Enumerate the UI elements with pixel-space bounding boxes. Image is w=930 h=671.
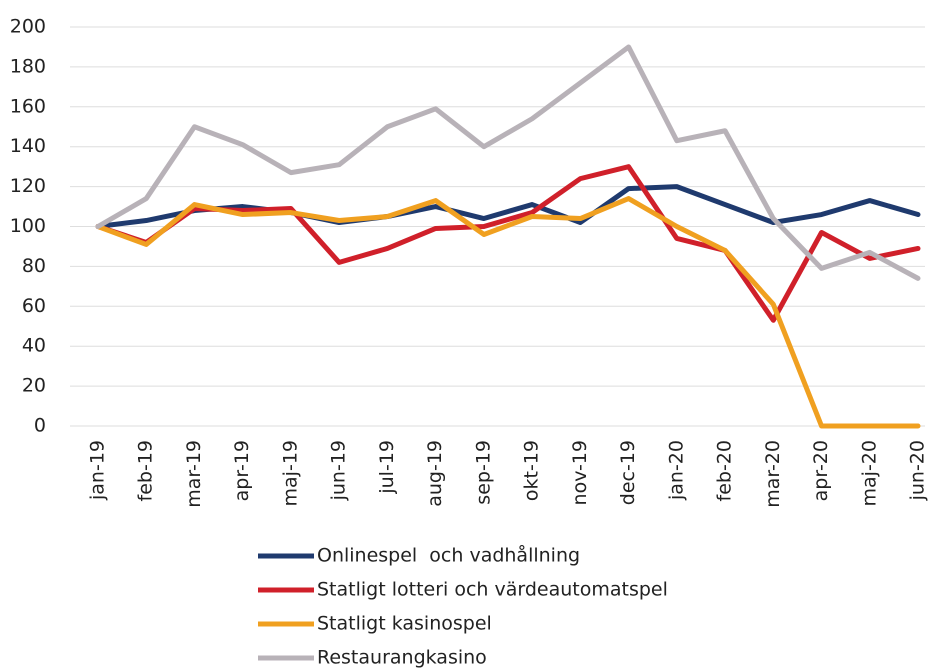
x-tick-label: maj-19	[279, 440, 301, 506]
series-line	[95, 184, 921, 229]
y-tick-label: 140	[10, 135, 46, 157]
x-tick-label: jun-19	[328, 440, 350, 501]
y-tick-label: 80	[22, 255, 46, 277]
x-tick-label: mar-19	[183, 440, 205, 508]
y-tick-label: 100	[10, 215, 46, 237]
legend-label: Restaurangkasino	[317, 647, 487, 669]
x-tick-label: nov-19	[569, 440, 591, 505]
x-tick-label: mar-20	[762, 440, 784, 508]
y-tick-label: 60	[22, 295, 46, 317]
y-tick-label: 120	[10, 175, 46, 197]
legend-label: Statligt kasinospel	[317, 613, 492, 635]
x-tick-label: dec-19	[617, 440, 639, 505]
series-line	[95, 44, 921, 281]
y-tick-label: 200	[10, 16, 46, 38]
x-tick-label: sep-19	[472, 440, 494, 505]
y-tick-label: 0	[34, 415, 46, 437]
x-tick-label: aug-19	[424, 440, 446, 507]
y-tick-label: 180	[10, 55, 46, 77]
x-tick-label: okt-19	[521, 440, 543, 501]
x-tick-label: feb-20	[714, 440, 736, 501]
x-tick-label: jul-19	[376, 440, 398, 495]
legend-label: Onlinespel och vadhållning	[317, 544, 580, 567]
y-tick-label: 40	[22, 335, 46, 357]
series-line	[95, 196, 921, 429]
legend-label: Statligt lotteri och värdeautomatspel	[317, 579, 668, 601]
x-tick-label: jan-20	[665, 440, 687, 501]
x-tick-label: feb-19	[135, 440, 157, 501]
y-tick-label: 20	[22, 375, 46, 397]
x-tick-label: maj-20	[858, 440, 880, 506]
x-tick-label: apr-20	[810, 440, 832, 501]
series-line	[95, 164, 921, 323]
x-tick-label: jun-20	[907, 440, 929, 501]
y-tick-label: 160	[10, 95, 46, 117]
x-tick-label: jan-19	[87, 440, 109, 501]
x-tick-label: apr-19	[231, 440, 253, 501]
